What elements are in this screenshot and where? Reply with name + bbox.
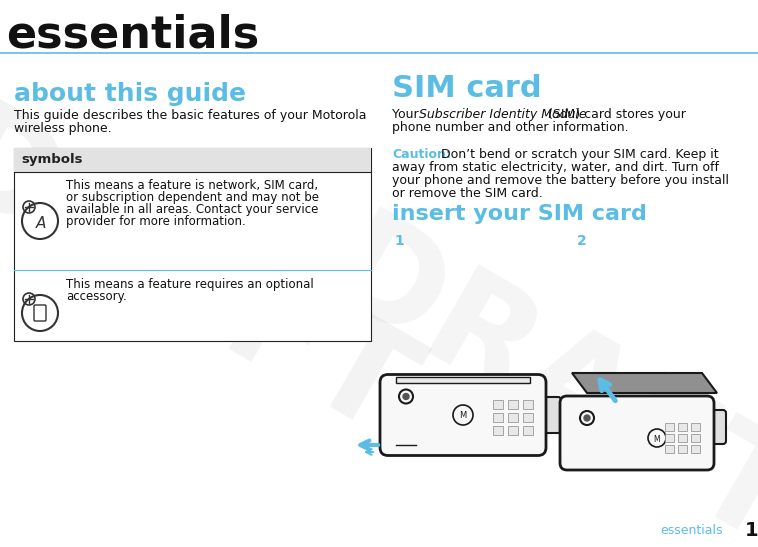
Text: essentials: essentials (6, 14, 259, 56)
Text: A: A (36, 216, 46, 230)
FancyBboxPatch shape (533, 397, 561, 433)
Bar (691, 423, 700, 431)
Bar (508, 426, 518, 435)
Bar (665, 445, 674, 453)
Bar (508, 400, 518, 409)
Text: away from static electricity, water, and dirt. Turn off: away from static electricity, water, and… (392, 161, 719, 174)
Text: SIM card: SIM card (392, 74, 542, 103)
Text: 1: 1 (394, 234, 404, 248)
FancyBboxPatch shape (560, 396, 714, 470)
Text: provider for more information.: provider for more information. (66, 215, 246, 228)
Bar (691, 445, 700, 453)
Text: phone number and other information.: phone number and other information. (392, 121, 628, 134)
Text: DRAFT: DRAFT (0, 92, 434, 468)
Text: This means a feature is network, SIM card,: This means a feature is network, SIM car… (66, 179, 318, 192)
Bar (508, 413, 518, 422)
Text: DRAFT: DRAFT (302, 202, 758, 547)
Text: (SIM) card stores your: (SIM) card stores your (544, 108, 686, 121)
Text: M: M (653, 434, 660, 444)
Text: essentials: essentials (660, 524, 722, 537)
Text: your phone and remove the battery before you install: your phone and remove the battery before… (392, 174, 729, 187)
Text: 15: 15 (745, 521, 758, 540)
Bar (665, 423, 674, 431)
Text: This guide describes the basic features of your Motorola: This guide describes the basic features … (14, 109, 367, 122)
Text: M: M (459, 411, 467, 421)
Bar (396, 376, 530, 382)
Circle shape (403, 393, 409, 399)
Text: wireless phone.: wireless phone. (14, 122, 111, 135)
Polygon shape (572, 373, 717, 393)
Bar (665, 434, 674, 442)
Circle shape (584, 415, 590, 421)
FancyBboxPatch shape (380, 375, 546, 456)
Text: Caution:: Caution: (392, 148, 451, 161)
Text: Don’t bend or scratch your SIM card. Keep it: Don’t bend or scratch your SIM card. Kee… (441, 148, 719, 161)
Bar (14, 148, 371, 341)
Text: about this guide: about this guide (14, 82, 246, 106)
Bar (493, 400, 503, 409)
Bar (14, 148, 371, 172)
Bar (678, 423, 687, 431)
Text: available in all areas. Contact your service: available in all areas. Contact your ser… (66, 203, 318, 216)
Bar (493, 426, 503, 435)
Bar (523, 400, 533, 409)
Bar (523, 413, 533, 422)
Bar (493, 413, 503, 422)
Text: or remove the SIM card.: or remove the SIM card. (392, 187, 543, 200)
Text: Subscriber Identity Module: Subscriber Identity Module (419, 108, 587, 121)
Text: or subscription dependent and may not be: or subscription dependent and may not be (66, 191, 319, 204)
Text: This means a feature requires an optional: This means a feature requires an optiona… (66, 278, 314, 291)
FancyBboxPatch shape (702, 410, 726, 444)
Bar (678, 434, 687, 442)
Text: 2: 2 (577, 234, 587, 248)
Text: symbols: symbols (21, 154, 83, 166)
Text: accessory.: accessory. (66, 290, 127, 303)
Text: Your: Your (392, 108, 423, 121)
Bar (523, 426, 533, 435)
Text: insert your SIM card: insert your SIM card (392, 204, 647, 224)
Bar (678, 445, 687, 453)
Bar (691, 434, 700, 442)
